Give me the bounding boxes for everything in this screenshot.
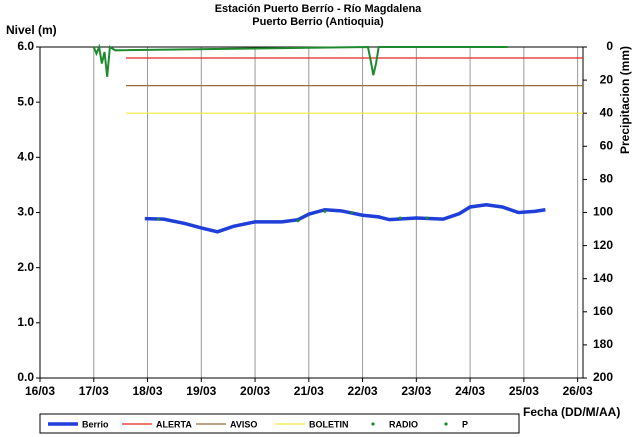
legend-label: ALERTA bbox=[156, 419, 192, 429]
chart-title: Estación Puerto Berrío - Río Magdalena bbox=[215, 3, 422, 15]
x-tick-label: 21/03 bbox=[294, 384, 324, 398]
legend-symbol bbox=[444, 422, 448, 426]
y2-tick-label: 60 bbox=[600, 138, 614, 152]
y2-tick-label: 80 bbox=[600, 172, 614, 186]
y-tick-label: 2.0 bbox=[17, 260, 34, 274]
y-axis-label: Nivel (m) bbox=[6, 23, 57, 37]
y2-tick-label: 120 bbox=[593, 238, 613, 252]
legend-label: P bbox=[462, 419, 468, 429]
data-point bbox=[323, 209, 327, 213]
data-point bbox=[156, 217, 160, 221]
y-tick-label: 5.0 bbox=[17, 94, 34, 108]
x-axis-label: Fecha (DD/M/AA) bbox=[523, 405, 620, 419]
y2-tick-label: 160 bbox=[593, 304, 613, 318]
x-tick-label: 20/03 bbox=[240, 384, 270, 398]
y2-tick-label: 0 bbox=[606, 39, 613, 53]
legend-label: BOLETIN bbox=[309, 419, 349, 429]
y2-tick-label: 200 bbox=[593, 370, 613, 384]
y-tick-label: 4.0 bbox=[17, 150, 34, 164]
x-tick-label: 24/03 bbox=[455, 384, 485, 398]
y2-tick-label: 140 bbox=[593, 271, 613, 285]
legend-label: AVISO bbox=[230, 419, 257, 429]
y2-tick-label: 20 bbox=[600, 72, 614, 86]
y2-axis-label: Precipitacion (mm) bbox=[618, 46, 632, 154]
data-point bbox=[425, 216, 429, 220]
x-tick-label: 25/03 bbox=[509, 384, 539, 398]
x-tick-label: 17/03 bbox=[79, 384, 109, 398]
y-tick-label: 0.0 bbox=[17, 370, 34, 384]
y2-tick-label: 100 bbox=[593, 205, 613, 219]
legend-label: Berrio bbox=[82, 419, 109, 429]
x-tick-label: 26/03 bbox=[563, 384, 593, 398]
y-tick-label: 3.0 bbox=[17, 205, 34, 219]
x-tick-label: 23/03 bbox=[401, 384, 431, 398]
x-tick-label: 19/03 bbox=[186, 384, 216, 398]
x-tick-label: 22/03 bbox=[348, 384, 378, 398]
data-point bbox=[350, 211, 354, 214]
x-tick-label: 18/03 bbox=[133, 384, 163, 398]
data-point bbox=[398, 216, 402, 220]
legend-symbol bbox=[371, 422, 375, 426]
legend-label: RADIO bbox=[389, 419, 418, 429]
x-tick-label: 16/03 bbox=[25, 384, 55, 398]
y2-tick-label: 180 bbox=[593, 337, 613, 351]
chart-subtitle: Puerto Berrio (Antioquia) bbox=[252, 16, 384, 28]
y2-tick-label: 40 bbox=[600, 105, 614, 119]
y-tick-label: 6.0 bbox=[17, 39, 34, 53]
series-line bbox=[92, 43, 508, 77]
data-point bbox=[296, 219, 300, 223]
y-tick-label: 1.0 bbox=[17, 315, 34, 329]
